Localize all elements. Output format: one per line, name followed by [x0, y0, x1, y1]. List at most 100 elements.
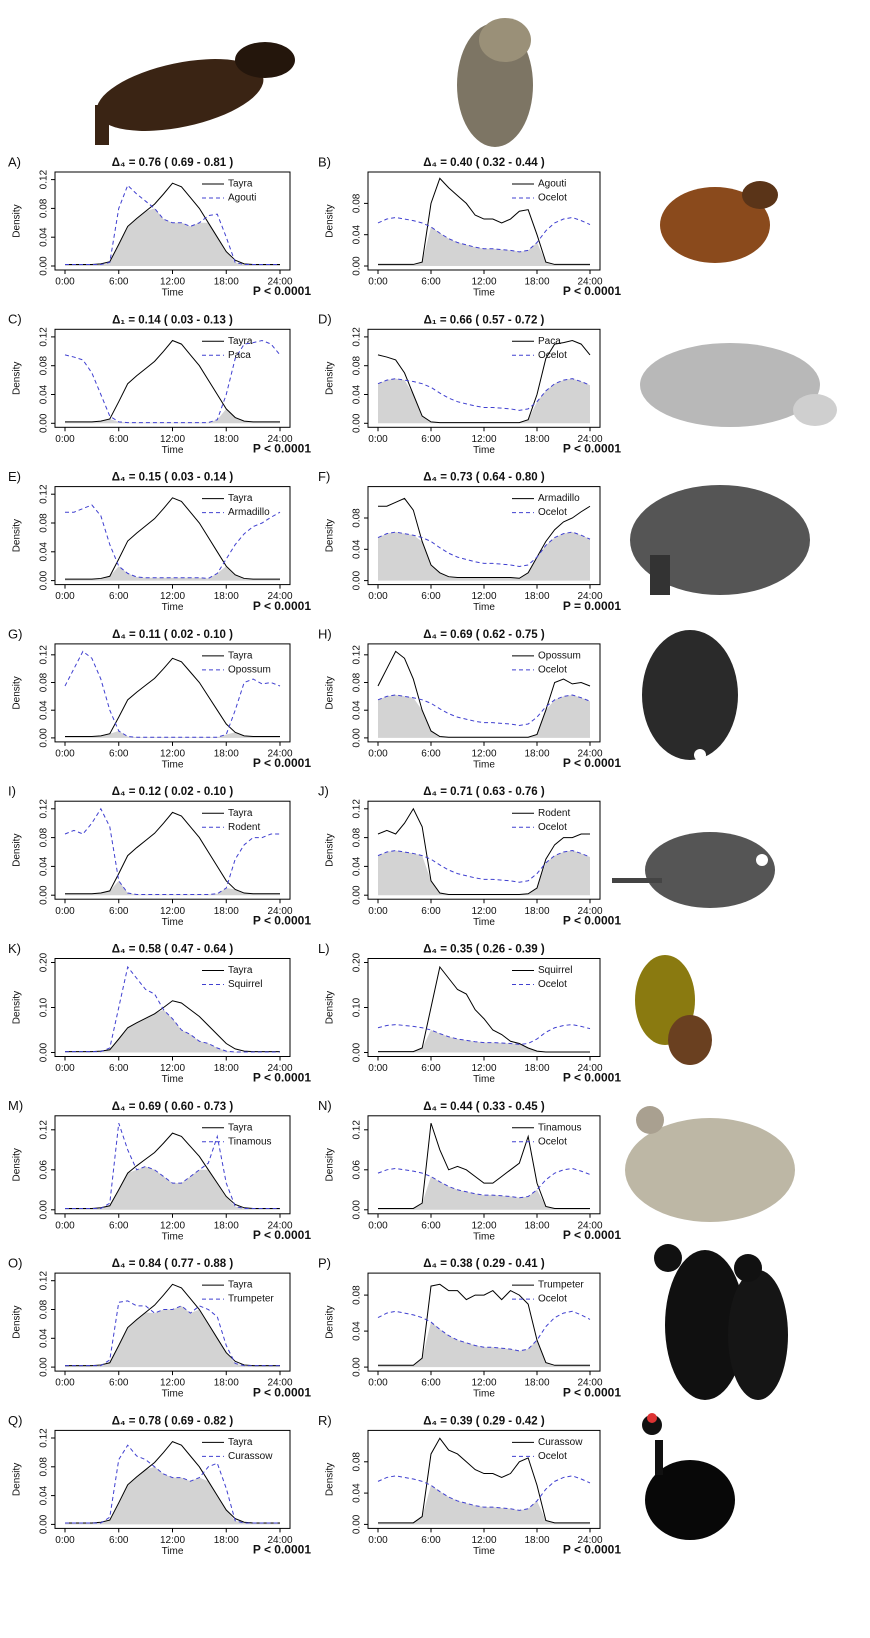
- y-tick-label: 0.00: [39, 256, 50, 276]
- overlap-area: [65, 730, 280, 738]
- y-tick-label: 0.00: [39, 1357, 50, 1377]
- plot-frame: [54, 486, 291, 586]
- legend-label: Ocelot: [538, 350, 567, 361]
- density-line: [65, 1444, 280, 1524]
- y-tick-label: 0.00: [352, 1514, 363, 1534]
- x-tick-label: 12:00: [160, 1378, 185, 1389]
- overlap-area: [65, 208, 280, 266]
- legend-label: Tayra: [228, 651, 253, 662]
- x-tick-label: 0:00: [55, 591, 75, 602]
- panel-label: H): [318, 626, 332, 641]
- x-tick-label: 18:00: [524, 434, 549, 445]
- y-tick-label: 0.10: [39, 997, 50, 1017]
- tayra-body: [96, 59, 264, 131]
- legend-label: Armadillo: [228, 507, 270, 518]
- y-tick-label: 0.08: [352, 1285, 363, 1305]
- x-axis-label: Time: [473, 288, 495, 299]
- x-tick-label: 0:00: [368, 1063, 388, 1074]
- x-tick-label: 24:00: [577, 277, 602, 288]
- x-tick-label: 12:00: [471, 1220, 496, 1231]
- legend-label: Tayra: [228, 493, 253, 504]
- x-tick-label: 6:00: [109, 749, 129, 760]
- curassow-photo: [642, 1413, 735, 1540]
- y-tick-label: 0.08: [352, 827, 363, 847]
- x-tick-label: 0:00: [55, 277, 75, 288]
- overlap-area: [378, 694, 590, 738]
- density-line: [377, 1024, 591, 1045]
- y-tick-label: 0.04: [352, 856, 363, 876]
- x-tick-label: 24:00: [577, 1220, 602, 1231]
- x-tick-label: 0:00: [55, 1220, 75, 1231]
- panel: C) Δ₁ = 0.14 ( 0.03 - 0.13 ) Tayra Paca 0:00…: [8, 312, 311, 456]
- legend-label: Ocelot: [538, 193, 567, 204]
- chart-title: Δ₄ = 0.69 ( 0.60 - 0.73 ): [112, 1101, 234, 1113]
- y-axis-label: Density: [325, 834, 336, 867]
- x-tick-label: 6:00: [109, 1063, 129, 1074]
- x-tick-label: 0:00: [55, 749, 75, 760]
- y-tick-label: 0.20: [352, 952, 363, 972]
- x-axis-label: Time: [473, 445, 495, 456]
- legend-label: Trumpeter: [538, 1280, 584, 1291]
- legend-label: Tayra: [228, 336, 253, 347]
- legend-label: Ocelot: [538, 979, 567, 990]
- y-tick-label: 0.00: [352, 1042, 363, 1062]
- density-line: [377, 850, 591, 883]
- x-tick-label: 12:00: [160, 1220, 185, 1231]
- x-tick-label: 18:00: [524, 749, 549, 760]
- panel: K) Δ₄ = 0.58 ( 0.47 - 0.64 ) Tayra Squirrel…: [8, 941, 311, 1085]
- x-tick-label: 0:00: [55, 906, 75, 917]
- legend-label: Opossum: [538, 651, 581, 662]
- y-tick-label: 0.12: [39, 169, 50, 189]
- x-tick-label: 6:00: [421, 906, 441, 917]
- legend-label: Tayra: [228, 1280, 253, 1291]
- x-tick-label: 0:00: [55, 1378, 75, 1389]
- y-tick-label: 0.04: [39, 227, 50, 247]
- overlap-area: [378, 532, 590, 581]
- x-tick-label: 6:00: [421, 749, 441, 760]
- panel: D) Δ₁ = 0.66 ( 0.57 - 0.72 ) Paca Ocelot 0:0…: [318, 312, 621, 456]
- p-value: P < 0.0001: [253, 756, 311, 770]
- x-tick-label: 6:00: [109, 1535, 129, 1546]
- y-tick-label: 0.12: [39, 1428, 50, 1448]
- overlap-area: [65, 566, 280, 581]
- density-line: [65, 504, 281, 579]
- overlap-area: [378, 1485, 590, 1525]
- y-axis-label: Density: [12, 1463, 23, 1496]
- x-tick-label: 12:00: [160, 906, 185, 917]
- panel: M) Δ₄ = 0.69 ( 0.60 - 0.73 ) Tayra Tinamous…: [8, 1098, 311, 1242]
- y-tick-label: 0.08: [352, 508, 363, 528]
- overlap-area: [65, 1166, 280, 1210]
- density-line: [377, 216, 591, 253]
- x-tick-label: 12:00: [471, 591, 496, 602]
- x-axis-label: Time: [473, 1389, 495, 1400]
- density-line: [378, 1283, 590, 1366]
- y-tick-label: 0.00: [39, 1200, 50, 1220]
- x-tick-label: 24:00: [267, 1535, 292, 1546]
- density-line: [377, 1167, 591, 1199]
- y-tick-label: 0.00: [39, 570, 50, 590]
- tayra-photo: [95, 42, 295, 145]
- x-tick-label: 24:00: [577, 749, 602, 760]
- x-tick-label: 12:00: [160, 277, 185, 288]
- x-axis-label: Time: [162, 445, 184, 456]
- x-tick-label: 18:00: [214, 277, 239, 288]
- x-axis-label: Time: [162, 760, 184, 771]
- overlap-area: [378, 1322, 590, 1368]
- y-tick-label: 0.06: [39, 1160, 50, 1180]
- density-line: [65, 1283, 280, 1367]
- y-tick-label: 0.00: [352, 728, 363, 748]
- x-tick-label: 6:00: [421, 1063, 441, 1074]
- legend-label: Armadillo: [538, 493, 580, 504]
- density-line: [65, 497, 280, 580]
- y-tick-label: 0.08: [352, 356, 363, 376]
- y-axis-label: Density: [12, 1305, 23, 1338]
- chart-title: Δ₄ = 0.40 ( 0.32 - 0.44 ): [423, 157, 545, 169]
- density-line: [378, 1437, 590, 1524]
- y-tick-label: 0.04: [352, 384, 363, 404]
- legend-label: Paca: [228, 350, 251, 361]
- chart-title: Δ₁ = 0.66 ( 0.57 - 0.72 ): [424, 314, 545, 326]
- x-tick-label: 18:00: [214, 434, 239, 445]
- panel-label: C): [8, 312, 22, 327]
- y-tick-label: 0.04: [352, 1483, 363, 1503]
- y-axis-label: Density: [12, 362, 23, 395]
